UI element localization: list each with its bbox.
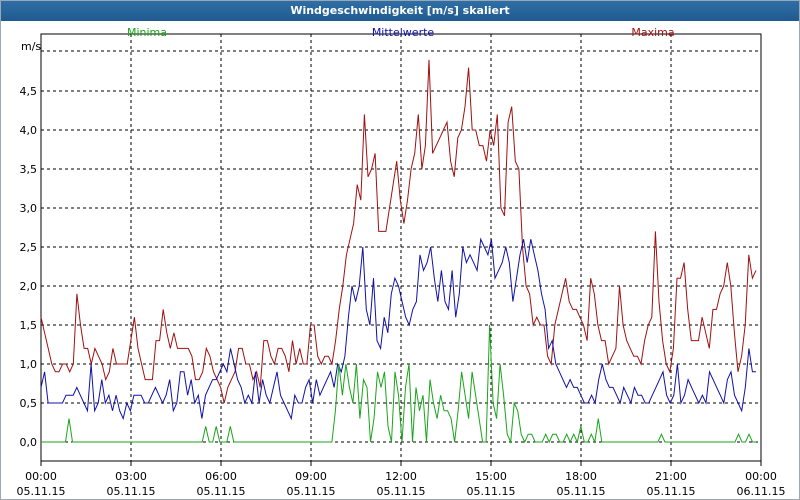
y-tick-label: 2,5 (20, 241, 38, 254)
x-tick-time: 15:00 (475, 470, 507, 483)
y-axis-label: m/s (21, 40, 41, 53)
y-tick-label: 4,5 (20, 85, 38, 98)
x-tick-date: 05.11.15 (107, 485, 156, 498)
x-tick-date: 06.11.15 (737, 485, 786, 498)
series-line-maxima (40, 59, 757, 404)
legend-minima: Minima (127, 26, 167, 39)
x-tick-time: 18:00 (565, 470, 597, 483)
x-tick-time: 12:00 (385, 470, 417, 483)
y-tick-label: 1,0 (20, 358, 38, 371)
y-tick-label: 0,5 (20, 397, 38, 410)
x-tick-time: 06:00 (205, 470, 237, 483)
y-tick-label: 3,0 (20, 202, 38, 215)
legend-maxima: Maxima (631, 26, 674, 39)
window-title: Windgeschwindigkeit [m/s] skaliert (1, 1, 799, 21)
x-tick-date: 05.11.15 (287, 485, 336, 498)
y-tick-label: 2,0 (20, 280, 38, 293)
y-tick-label: 0,0 (20, 436, 38, 449)
x-tick-date: 05.11.15 (557, 485, 606, 498)
y-tick-label: 1,5 (20, 319, 38, 332)
x-tick-time: 09:00 (295, 470, 327, 483)
x-tick-date: 05.11.15 (377, 485, 426, 498)
x-tick-time: 03:00 (115, 470, 147, 483)
legend-mittelwerte: Mittelwerte (372, 26, 435, 39)
y-tick-label: 4,0 (20, 124, 38, 137)
x-tick-time: 21:00 (655, 470, 687, 483)
x-tick-date: 05.11.15 (647, 485, 696, 498)
x-tick-date: 05.11.15 (17, 485, 66, 498)
series-line-minima (41, 324, 756, 444)
y-tick-label: 3,5 (20, 163, 38, 176)
x-tick-date: 05.11.15 (197, 485, 246, 498)
x-tick-date: 05.11.15 (467, 485, 516, 498)
x-tick-time: 00:00 (25, 470, 57, 483)
series-line-mittelwerte (40, 237, 756, 421)
x-tick-time: 00:00 (745, 470, 777, 483)
